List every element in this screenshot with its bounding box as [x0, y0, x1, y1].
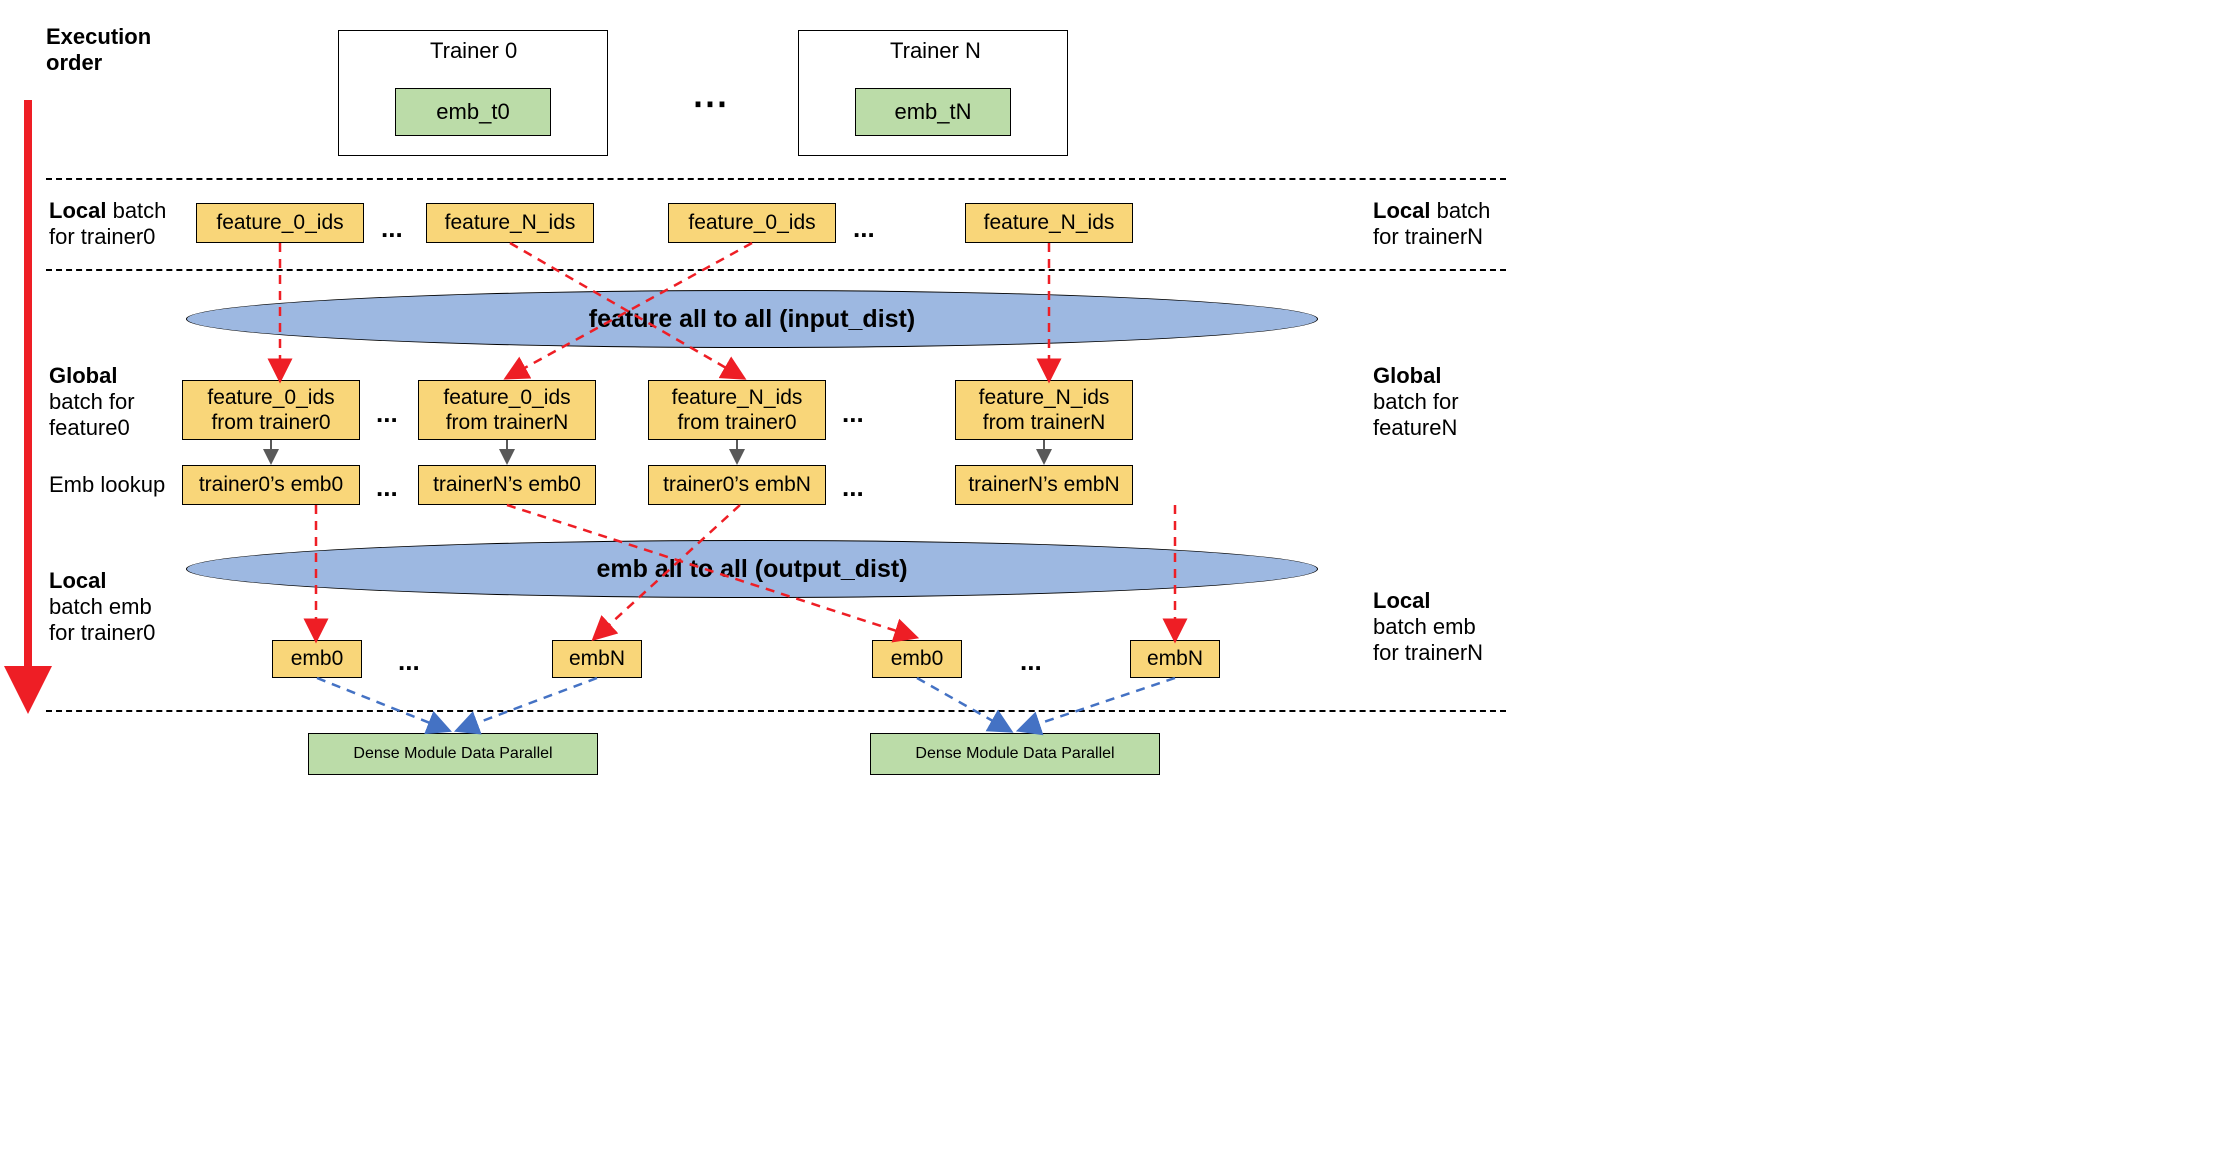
emb0-b: emb0 — [872, 640, 962, 678]
feature0-ids-b: feature_0_ids — [668, 203, 836, 243]
text: feature_N_ids — [984, 210, 1115, 235]
text: feature_0_idsfrom trainerN — [443, 385, 570, 435]
text: Local — [1373, 198, 1430, 223]
fN-from-tN: feature_N_idsfrom trainerN — [955, 380, 1133, 440]
trainer0-title: Trainer 0 — [430, 38, 517, 64]
local-batch-emb-trainer0-label: Local batch emb for trainer0 — [49, 568, 155, 646]
dots-r1b: ... — [853, 213, 875, 244]
text: Local — [49, 198, 106, 223]
local-batch-trainerN-label: Local batch for trainerN — [1373, 198, 1490, 250]
text: batch for — [1373, 389, 1459, 414]
text: emb all to all (output_dist) — [596, 555, 907, 584]
text: for trainer0 — [49, 224, 155, 249]
text: embN — [1147, 646, 1203, 671]
divider-3 — [46, 710, 1506, 712]
dense-module-2: Dense Module Data Parallel — [870, 733, 1160, 775]
local-batch-trainer0-label: Local batch for trainer0 — [49, 198, 166, 250]
dots-r2b: ... — [842, 398, 864, 429]
text: Dense Module Data Parallel — [353, 745, 552, 763]
featureN-ids-b: feature_N_ids — [965, 203, 1133, 243]
text: for trainer0 — [49, 620, 155, 645]
emb-lookup-label: Emb lookup — [49, 472, 165, 498]
text: feature_0_idsfrom trainer0 — [207, 385, 334, 435]
text: feature0 — [49, 415, 130, 440]
divider-2 — [46, 269, 1506, 271]
text: Dense Module Data Parallel — [915, 745, 1114, 763]
text: feature_N_ids — [445, 210, 576, 235]
local-batch-emb-trainerN-label: Local batch emb for trainerN — [1373, 588, 1483, 666]
text: batch emb — [1373, 614, 1476, 639]
text: Local — [1373, 588, 1430, 613]
tN-embN: trainerN’s embN — [955, 465, 1133, 505]
execution-order-label: Execution order — [46, 24, 151, 76]
text: trainerN’s emb0 — [433, 472, 581, 497]
dots-r3b: ... — [842, 472, 864, 503]
text: emb0 — [891, 646, 944, 671]
trainerN-title: Trainer N — [890, 38, 981, 64]
text: feature_N_idsfrom trainer0 — [672, 385, 803, 435]
dots-r3a: ... — [376, 472, 398, 503]
dots-trainers: ⋯ — [692, 82, 728, 124]
ellipse-input-dist: feature all to all (input_dist) — [186, 290, 1318, 348]
text: batch for — [49, 389, 135, 414]
embN-b: embN — [1130, 640, 1220, 678]
text: for trainerN — [1373, 224, 1483, 249]
emb-t0-box: emb_t0 — [395, 88, 551, 136]
text: emb0 — [291, 646, 344, 671]
text: for trainerN — [1373, 640, 1483, 665]
text: feature all to all (input_dist) — [589, 305, 915, 334]
feature0-ids-a: feature_0_ids — [196, 203, 364, 243]
text: order — [46, 50, 102, 75]
text: feature_0_ids — [216, 210, 343, 235]
diagram-root: Execution order Trainer 0 emb_t0 Trainer… — [0, 0, 1536, 793]
dense-module-1: Dense Module Data Parallel — [308, 733, 598, 775]
emb-tN-box: emb_tN — [855, 88, 1011, 136]
tN-emb0: trainerN’s emb0 — [418, 465, 596, 505]
text: emb_tN — [894, 99, 971, 125]
text: embN — [569, 646, 625, 671]
embN-a: embN — [552, 640, 642, 678]
dots-r2a: ... — [376, 398, 398, 429]
text: featureN — [1373, 415, 1457, 440]
f0-from-t0: feature_0_idsfrom trainer0 — [182, 380, 360, 440]
dots-r4b: ... — [1020, 646, 1042, 677]
f0-from-tN: feature_0_idsfrom trainerN — [418, 380, 596, 440]
divider-1 — [46, 178, 1506, 180]
text: Execution — [46, 24, 151, 49]
text: batch — [1430, 198, 1490, 223]
emb0-a: emb0 — [272, 640, 362, 678]
text: Local — [49, 568, 106, 593]
text: trainerN’s embN — [968, 472, 1119, 497]
text: feature_0_ids — [688, 210, 815, 235]
text: trainer0’s embN — [663, 472, 811, 497]
global-batch-feature0-label: Global batch for feature0 — [49, 363, 135, 441]
text: batch — [106, 198, 166, 223]
text: trainer0’s emb0 — [199, 472, 343, 497]
text: Global — [49, 363, 117, 388]
t0-embN: trainer0’s embN — [648, 465, 826, 505]
dots-r1a: ... — [381, 213, 403, 244]
text: emb_t0 — [436, 99, 509, 125]
dots-r4a: ... — [398, 646, 420, 677]
text: Global — [1373, 363, 1441, 388]
text: batch emb — [49, 594, 152, 619]
ellipse-output-dist: emb all to all (output_dist) — [186, 540, 1318, 598]
global-batch-featureN-label: Global batch for featureN — [1373, 363, 1459, 441]
fN-from-t0: feature_N_idsfrom trainer0 — [648, 380, 826, 440]
t0-emb0: trainer0’s emb0 — [182, 465, 360, 505]
featureN-ids-a: feature_N_ids — [426, 203, 594, 243]
text: feature_N_idsfrom trainerN — [979, 385, 1110, 435]
